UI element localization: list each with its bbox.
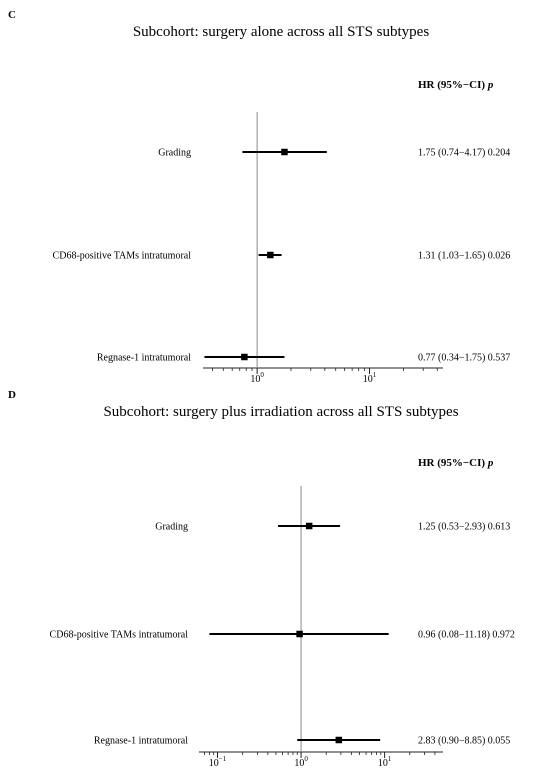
tick-label-base: 10: [378, 758, 388, 769]
tick-label: 10−1: [209, 755, 227, 769]
row-label: Regnase-1 intratumoral: [94, 736, 188, 747]
hr-ci-p-text: 1.25 (0.53−2.93) 0.613: [418, 522, 510, 533]
hr-header-p: p: [487, 457, 494, 469]
hr-column-header: HR (95%−CI) p: [418, 79, 494, 91]
tick-label-base: 10: [294, 758, 304, 769]
tick-label-base: 10: [209, 758, 219, 769]
panel-letter: C: [8, 9, 16, 21]
row-label: CD68-positive TAMs intratumoral: [50, 630, 189, 641]
tick-label-exp: −1: [219, 755, 227, 763]
tick-label-exp: 1: [388, 755, 392, 763]
row-label: Regnase-1 intratumoral: [97, 353, 191, 364]
hr-point: [335, 736, 343, 744]
hr-ci-p-text: 1.31 (1.03−1.65) 0.026: [418, 251, 510, 262]
panel-letter: D: [8, 389, 16, 401]
hr-ci-p-text: 0.96 (0.08−11.18) 0.972: [418, 630, 515, 641]
tick-label: 100: [294, 755, 308, 769]
hr-header-main: HR (95%−CI): [418, 79, 488, 91]
hr-ci-p-text: 0.77 (0.34−1.75) 0.537: [418, 353, 510, 364]
row-label: Grading: [158, 148, 191, 159]
hr-ci-p-text: 1.75 (0.74−4.17) 0.204: [418, 148, 510, 159]
forest-panel-c: C Subcohort: surgery alone across all STS…: [8, 9, 510, 385]
row-label: Grading: [155, 522, 188, 533]
hr-point: [281, 148, 288, 156]
tick-label-exp: 0: [304, 755, 308, 763]
hr-header-main: HR (95%−CI): [418, 457, 488, 469]
tick-label-exp: 0: [260, 371, 264, 379]
tick-label: 101: [378, 755, 392, 769]
hr-point: [267, 251, 274, 259]
hr-column-header: HR (95%−CI) p: [418, 457, 494, 469]
tick-label: 101: [363, 371, 377, 385]
hr-point: [241, 353, 248, 361]
hr-point: [296, 630, 303, 638]
panel-title: Subcohort: surgery alone across all STS …: [133, 24, 430, 40]
hr-header-p: p: [487, 79, 494, 91]
tick-label-base: 10: [250, 374, 260, 385]
tick-label-base: 10: [363, 374, 373, 385]
hr-point: [305, 522, 313, 530]
hr-ci-p-text: 2.83 (0.90−8.85) 0.055: [418, 736, 510, 747]
panel-title: Subcohort: surgery plus irradiation acro…: [103, 404, 458, 420]
tick-label: 100: [250, 371, 264, 385]
tick-label-exp: 1: [373, 371, 377, 379]
forest-panel-d: D Subcohort: surgery plus irradiation acr…: [8, 389, 515, 769]
row-label: CD68-positive TAMs intratumoral: [53, 251, 192, 262]
